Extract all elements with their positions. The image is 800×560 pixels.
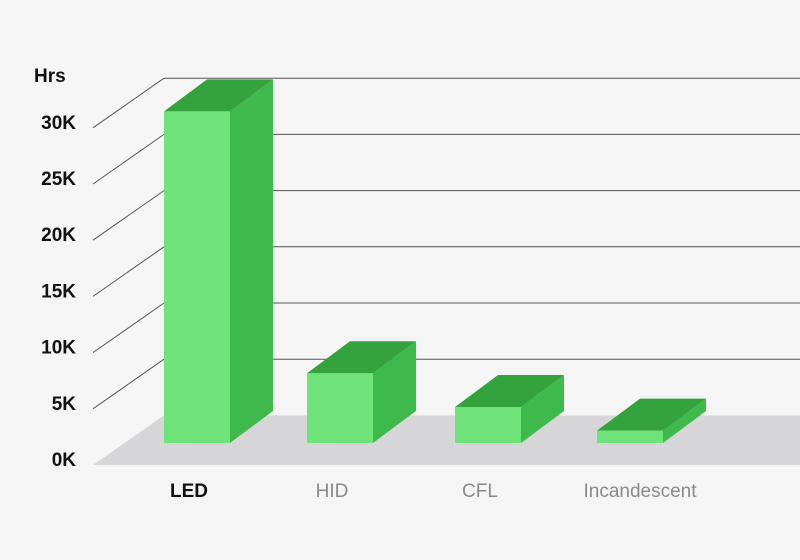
y-axis-unit-label: Hrs <box>34 66 66 87</box>
bar-top-face <box>597 398 706 431</box>
labels: Hrs 0K 5K 10K 15K 20K 25K 30K LED HID CFL Incandes… <box>34 66 697 502</box>
gridline-diagonal <box>92 246 165 297</box>
bar-front-face <box>597 430 663 443</box>
bars <box>164 79 706 444</box>
gridlines <box>92 77 800 410</box>
bar-hid <box>307 341 416 443</box>
bar-led <box>164 79 273 444</box>
y-tick-label: 5K <box>52 394 77 415</box>
y-tick-label: 15K <box>41 281 76 302</box>
x-category-label: Incandescent <box>583 481 697 502</box>
bar-top-face <box>455 375 564 408</box>
bar-front-face <box>455 407 521 443</box>
bar-incandescent <box>597 398 706 443</box>
bar-side-face <box>521 375 564 443</box>
y-tick-label: 25K <box>41 169 76 190</box>
gridline-diagonal <box>92 133 165 185</box>
gridline-diagonal <box>92 77 165 129</box>
bar-top-face <box>307 341 416 374</box>
gridline-diagonal <box>92 358 165 410</box>
bar-top-face <box>164 79 273 112</box>
x-category-label: CFL <box>462 481 498 502</box>
bar-cfl <box>455 375 564 443</box>
y-tick-label: 10K <box>41 338 76 359</box>
gridline-diagonal <box>92 302 165 354</box>
y-tick-label: 30K <box>41 113 76 134</box>
y-tick-label: 20K <box>41 225 76 246</box>
bar-front-face <box>164 111 230 444</box>
y-tick-label: 0K <box>52 450 77 471</box>
gridline-diagonal <box>92 190 165 241</box>
x-category-label: HID <box>316 481 349 502</box>
bar-side-face <box>230 79 273 444</box>
bar-side-face <box>373 341 416 443</box>
x-category-label: LED <box>170 481 208 502</box>
bar-side-face <box>663 398 706 443</box>
bar-front-face <box>307 373 373 443</box>
